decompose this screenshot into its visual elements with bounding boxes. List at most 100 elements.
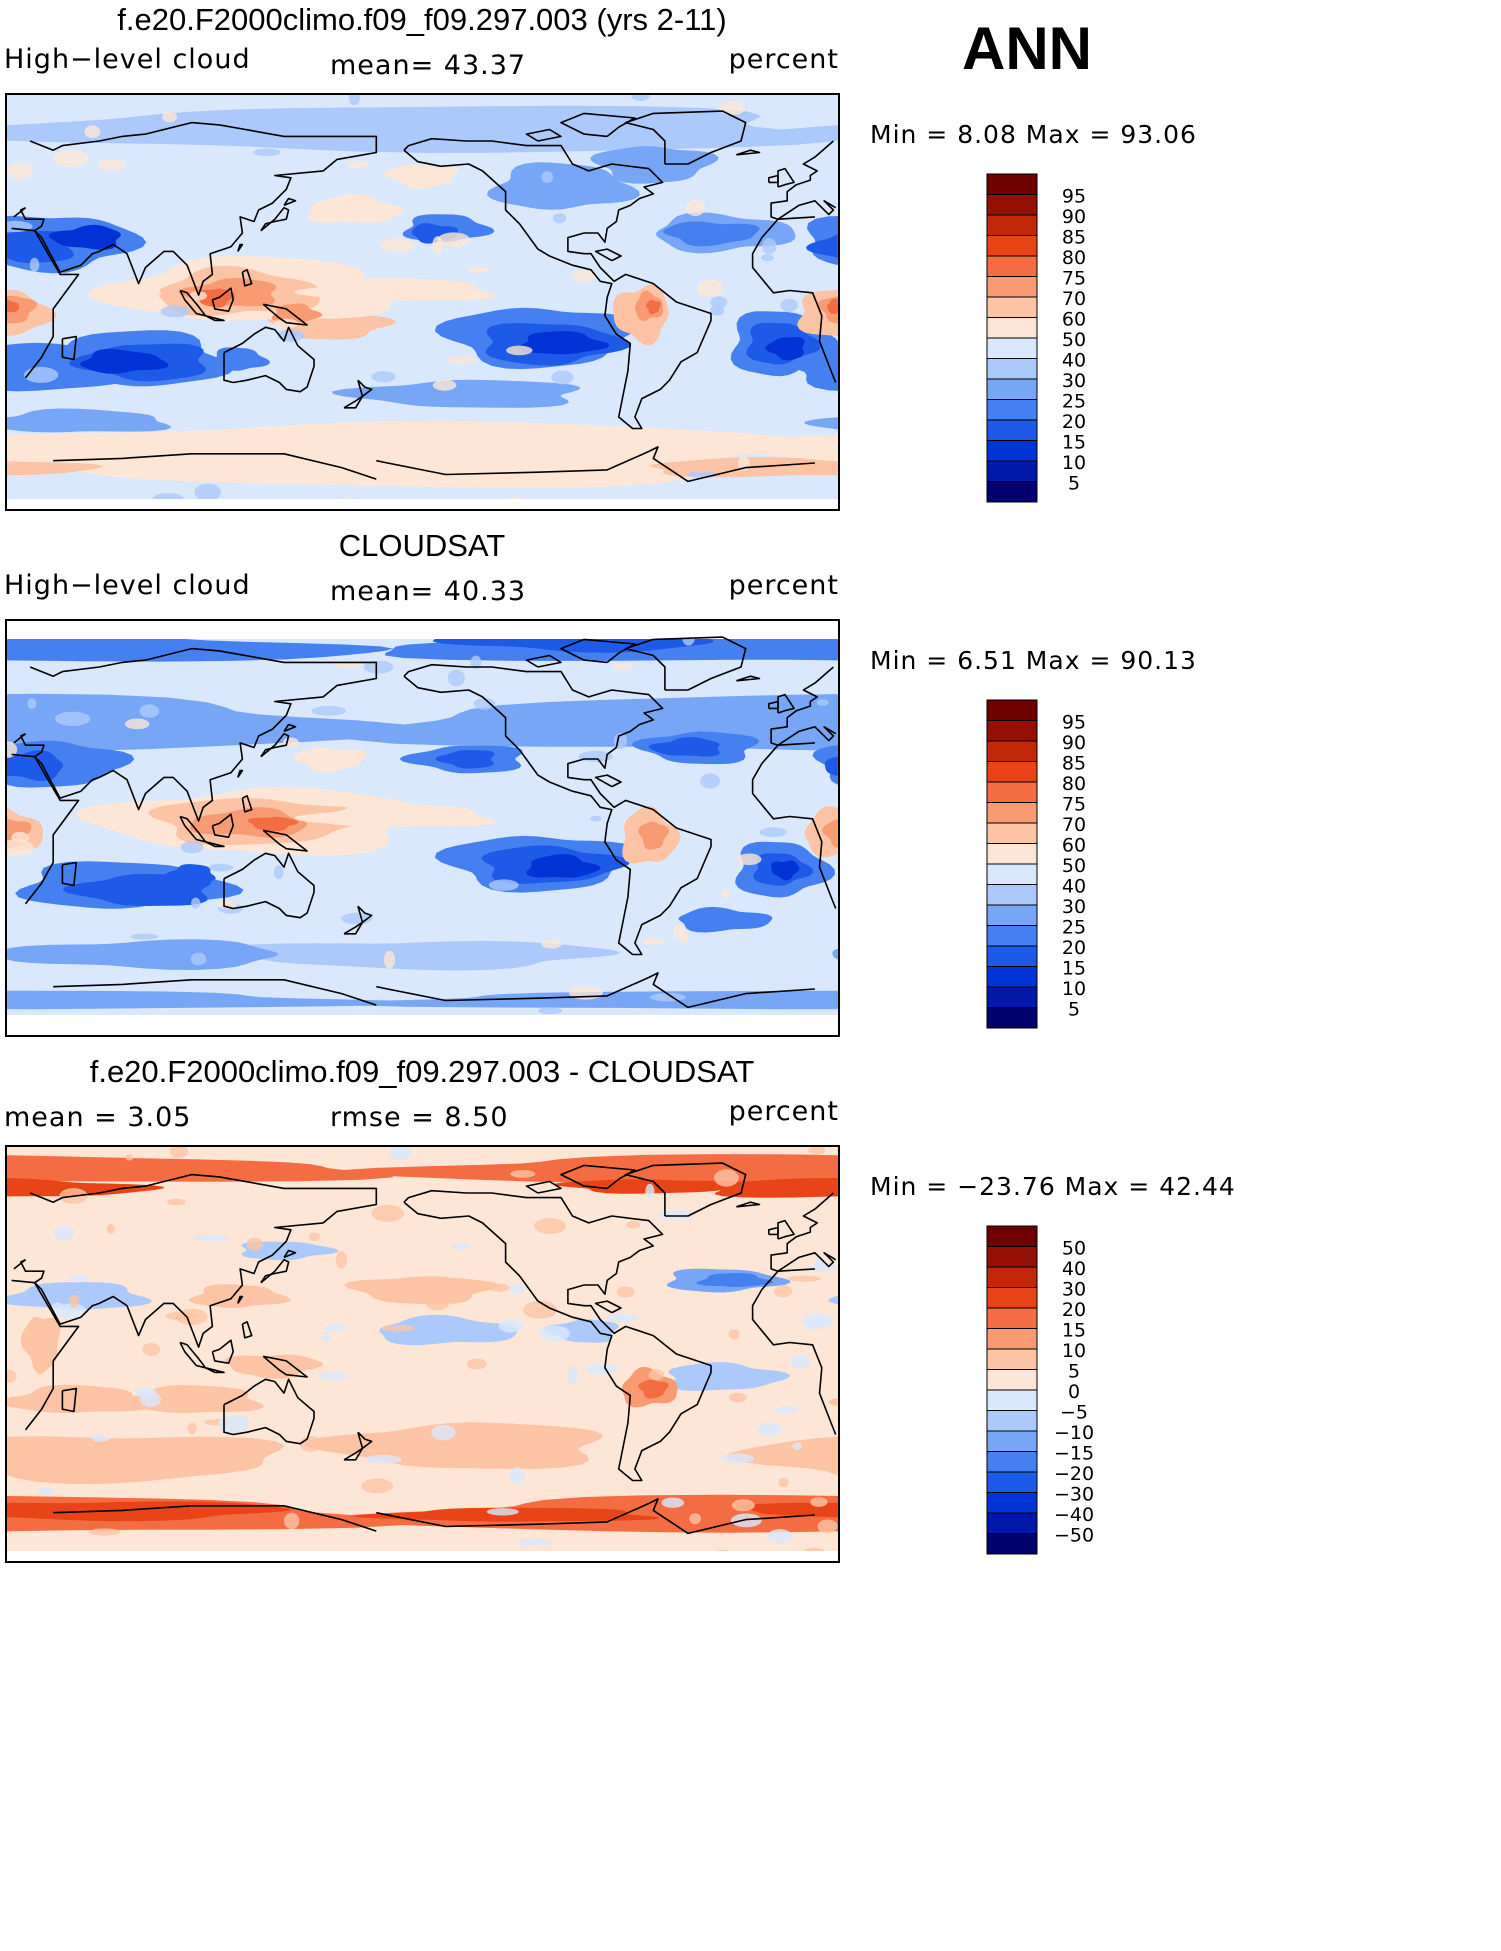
contour-speckle: [311, 705, 347, 716]
colorbar-swatch: [986, 699, 1038, 721]
contour-speckle: [363, 660, 394, 674]
colorbar-swatch: [986, 235, 1038, 257]
contour-speckle: [616, 1286, 635, 1298]
contour-speckle: [335, 1251, 347, 1269]
contour-speckle: [568, 1366, 578, 1384]
contour-region: [486, 162, 640, 210]
panel-3-rmse-label: rmse = 8.50: [330, 1102, 509, 1133]
coastline: [736, 149, 761, 156]
contour-region: [763, 125, 838, 141]
contour-region: [247, 816, 299, 832]
contour-speckle: [790, 1354, 811, 1369]
contour-region: [526, 854, 601, 878]
coastline: [560, 112, 636, 138]
colorbar-swatch: [986, 1307, 1038, 1329]
coastline: [403, 1189, 712, 1482]
contour-speckle: [488, 879, 519, 891]
coastline: [283, 723, 297, 733]
colorbar-swatch: [986, 1430, 1038, 1452]
panel-2-units-label: percent: [728, 570, 839, 601]
colorbar-swatch: [986, 945, 1038, 967]
coastline: [343, 921, 364, 935]
coastline: [13, 733, 26, 744]
contour-speckle: [218, 1415, 250, 1433]
contour-speckle: [810, 1264, 837, 1272]
contour-speckle: [273, 865, 284, 880]
coastline: [211, 287, 234, 312]
no-data-band-south: [7, 1551, 838, 1561]
contour-speckle: [507, 1284, 527, 1294]
colorbar-tick-label: 40: [1062, 876, 1086, 898]
contour-speckle: [611, 663, 634, 670]
colorbar-tick-label: 50: [1062, 855, 1086, 877]
coastline: [260, 206, 290, 232]
coastline: [53, 978, 377, 1006]
coastline: [767, 700, 779, 710]
contour-region: [828, 1397, 838, 1407]
coastline: [770, 666, 837, 746]
contour-speckle: [246, 1237, 263, 1251]
contour-speckle: [323, 1323, 349, 1332]
contour-region: [293, 747, 367, 773]
contour-region: [48, 224, 121, 250]
contour-speckle: [657, 1210, 693, 1221]
contour-region: [517, 331, 610, 355]
colorbar-swatch: [986, 1451, 1038, 1473]
contour-speckle: [446, 356, 476, 364]
coastline: [751, 792, 837, 909]
colorbar-tick-label: 50: [1062, 1238, 1086, 1260]
colorbar-tick-label: 25: [1062, 391, 1086, 413]
colorbar-swatch: [986, 1348, 1038, 1370]
contour-speckle: [193, 1234, 230, 1242]
colorbar-tick-label: 5: [1068, 999, 1080, 1021]
contour-speckle: [498, 1319, 524, 1333]
colorbar-tick-label: 20: [1062, 1299, 1086, 1321]
coastline: [283, 197, 297, 207]
coastline: [53, 1504, 377, 1532]
colorbar-swatch: [986, 173, 1038, 195]
contour-region: [824, 756, 838, 776]
contour-speckle: [697, 279, 723, 298]
coastline: [20, 647, 378, 822]
contour-speckle: [641, 937, 665, 945]
contour-speckle: [53, 1224, 75, 1241]
colorbar-tick-label: −30: [1054, 1484, 1094, 1506]
contour-speckle: [187, 1422, 197, 1435]
colorbar-swatch: [986, 1512, 1038, 1534]
colorbar-swatch: [986, 1246, 1038, 1268]
contour-region: [7, 1178, 164, 1197]
contour-speckle: [380, 237, 415, 253]
contour-region: [806, 234, 838, 259]
colorbar-tick-label: 95: [1062, 712, 1086, 734]
colorbar-swatch: [986, 1328, 1038, 1350]
colorbar-swatch: [986, 440, 1038, 462]
contour-speckle: [319, 1371, 350, 1381]
contour-speckle: [130, 933, 159, 940]
contour-region: [307, 193, 405, 223]
contour-region: [383, 164, 459, 189]
contour-region: [7, 1155, 394, 1182]
colorbar-tick-label: 10: [1062, 978, 1086, 1000]
coastline: [241, 269, 253, 287]
contour-speckle: [511, 1452, 536, 1468]
coastline: [241, 1321, 253, 1339]
colorbar-tick-label: 75: [1062, 268, 1086, 290]
contour-speckle: [309, 1232, 321, 1242]
contour-region: [446, 1365, 547, 1389]
colorbar-tick-label: 30: [1062, 370, 1086, 392]
colorbar-tick-label: 0: [1068, 1381, 1080, 1403]
contour-speckle: [685, 199, 706, 216]
contour-region: [804, 417, 838, 430]
coastline: [283, 1249, 297, 1259]
colorbar-tick-label: 90: [1062, 732, 1086, 754]
contour-speckle: [541, 171, 554, 183]
colorbar-tick-label: 40: [1062, 1258, 1086, 1280]
contour-speckle: [486, 1508, 519, 1516]
coastline: [11, 227, 80, 379]
colorbar-swatch: [986, 296, 1038, 318]
colorbar-swatch: [986, 843, 1038, 865]
contour-speckle: [384, 950, 395, 969]
contour-region: [379, 1314, 518, 1346]
contour-speckle: [23, 366, 59, 383]
coastline: [205, 1367, 225, 1374]
